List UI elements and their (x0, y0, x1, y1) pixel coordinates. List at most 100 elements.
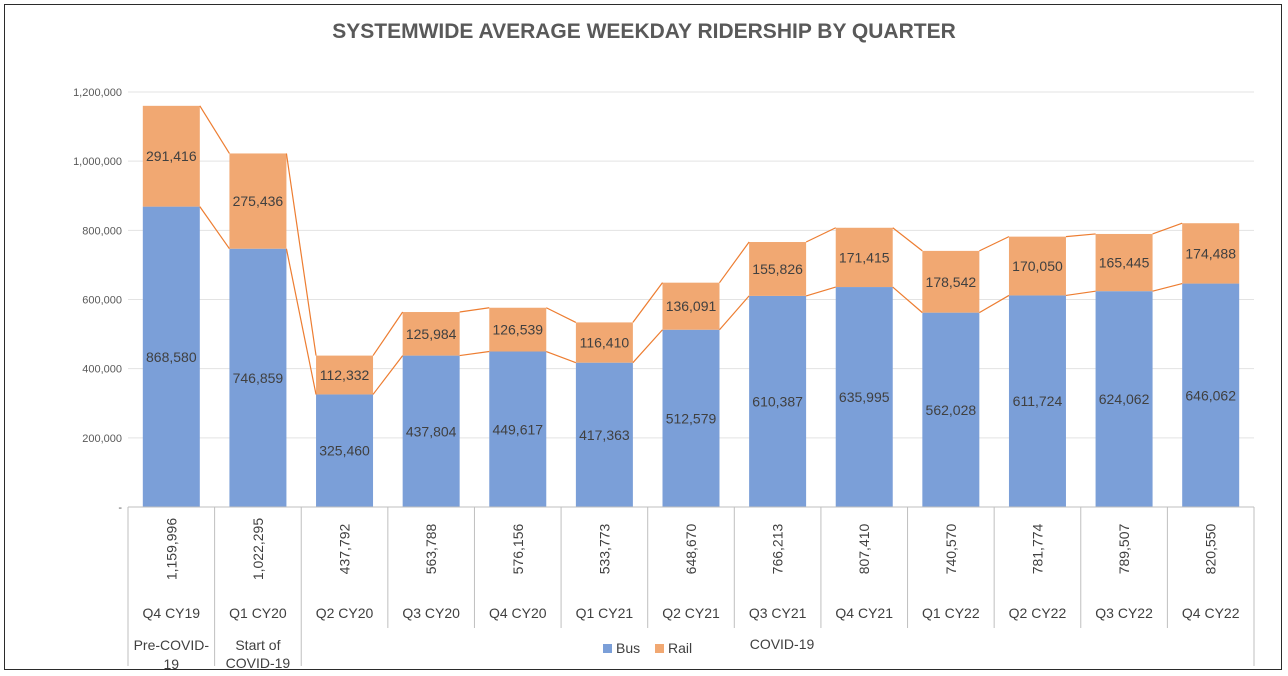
category-label: Q1 CY22 (922, 605, 980, 621)
group-label-covid: COVID-19 (750, 636, 815, 652)
rail-value-label: 178,542 (926, 274, 977, 290)
bar-bus (489, 351, 547, 507)
bar-rail (922, 250, 980, 313)
group-label-pre-covid-cont: 19 (164, 656, 180, 672)
total-label: 807,410 (856, 523, 872, 574)
category-label: Q1 CY21 (576, 605, 634, 621)
y-tick-label: 200,000 (82, 433, 122, 445)
bus-connector-line (632, 329, 663, 364)
total-label: 533,773 (596, 523, 612, 574)
total-label: 437,792 (337, 523, 353, 574)
bar-bus (1095, 291, 1153, 507)
total-label: 789,507 (1116, 523, 1132, 574)
total-label: 740,570 (943, 523, 959, 574)
total-label: 781,774 (1029, 523, 1045, 574)
bar-rail (402, 312, 460, 356)
bar-bus (229, 248, 287, 508)
bus-value-label: 417,363 (579, 427, 630, 443)
rail-connector-line (1152, 222, 1183, 235)
total-label: 766,213 (770, 523, 786, 574)
total-label: 1,022,295 (250, 518, 266, 580)
bar-bus (749, 295, 807, 507)
rail-connector-line (632, 282, 663, 323)
bar-rail (142, 105, 200, 207)
y-tick-label: 1,000,000 (73, 156, 122, 168)
total-label: 1,159,996 (163, 518, 179, 580)
bar-bus (402, 355, 460, 507)
gridlines (128, 91, 1254, 439)
rail-value-label: 126,539 (492, 322, 543, 338)
y-tick-label: - (118, 502, 122, 514)
rail-value-label: 155,826 (752, 261, 803, 277)
category-label: Q2 CY20 (316, 605, 374, 621)
bar-rail (575, 322, 633, 363)
total-label: 820,550 (1203, 523, 1219, 574)
rail-value-label: 112,332 (320, 367, 370, 383)
total-label: 563,788 (423, 523, 439, 574)
total-label: 648,670 (683, 523, 699, 574)
total-label: 576,156 (510, 523, 526, 574)
bus-value-label: 611,724 (1013, 393, 1063, 409)
bus-value-label: 635,995 (839, 389, 890, 405)
chart-title: SYSTEMWIDE AVERAGE WEEKDAY RIDERSHIP BY … (332, 20, 956, 43)
bar-bus (142, 206, 200, 507)
bus-connector-line (459, 350, 490, 357)
y-tick-label: 400,000 (82, 364, 122, 376)
bus-value-label: 512,579 (666, 410, 717, 426)
category-label: Q4 CY20 (489, 605, 547, 621)
category-label: Q2 CY21 (662, 605, 720, 621)
rail-value-label: 125,984 (406, 326, 457, 342)
rail-connector-line (1065, 233, 1096, 238)
rail-connector-line (805, 227, 836, 243)
bus-value-label: 624,062 (1099, 391, 1150, 407)
rail-connector-line (892, 227, 923, 252)
bus-connector-line (892, 286, 923, 314)
legend-swatch-rail (655, 644, 664, 653)
category-table: 1,159,996 Q4 CY19 1,022,295 Q1 CY20 437,792 Q… (127, 506, 1255, 672)
bus-connector-line (719, 295, 750, 331)
category-label: Q3 CY20 (402, 605, 460, 621)
rail-connector-line (199, 105, 230, 154)
bus-value-label: 437,804 (406, 423, 457, 439)
bus-value-label: 868,580 (146, 349, 197, 365)
bar-rail (229, 153, 287, 249)
bar-bus (835, 287, 893, 507)
chart-frame (4, 4, 1282, 670)
rail-value-label: 165,445 (1099, 255, 1150, 271)
bus-connector-line (805, 286, 836, 297)
rail-value-label: 170,050 (1012, 258, 1063, 274)
category-label: Q4 CY19 (143, 605, 201, 621)
bus-value-label: 562,028 (926, 402, 977, 418)
bus-value-label: 610,387 (752, 393, 803, 409)
bar-bus (662, 329, 720, 507)
y-tick-label: 1,200,000 (73, 87, 122, 99)
bus-value-label: 746,859 (233, 370, 284, 386)
rail-connector-line (459, 307, 490, 313)
rail-value-label: 275,436 (233, 193, 284, 209)
rail-connector-line (372, 311, 404, 356)
category-label: Q1 CY20 (229, 605, 287, 621)
legend-label-rail: Rail (668, 640, 692, 656)
y-tick-label: 600,000 (82, 295, 122, 307)
category-label: Q4 CY21 (835, 605, 893, 621)
rail-value-label: 171,415 (839, 249, 890, 265)
rail-value-label: 291,416 (146, 148, 197, 164)
bar-rail (662, 282, 720, 330)
bus-connector-line (979, 294, 1010, 314)
category-label: Q2 CY22 (1009, 605, 1067, 621)
y-tick-label: 800,000 (82, 225, 122, 237)
bar-rail (1008, 236, 1066, 296)
bus-connector-line (199, 206, 230, 250)
bar-rail (749, 242, 807, 296)
bars (142, 105, 1240, 508)
bus-connector-line (1065, 290, 1096, 297)
category-label: Q3 CY22 (1095, 605, 1153, 621)
bar-bus (316, 394, 374, 507)
legend-label-bus: Bus (616, 640, 640, 656)
bar-rail (835, 227, 893, 288)
bus-value-label: 646,062 (1185, 387, 1236, 403)
legend-swatch-bus (603, 644, 612, 653)
legend: Bus Rail (603, 640, 692, 656)
bar-rail (316, 355, 374, 395)
